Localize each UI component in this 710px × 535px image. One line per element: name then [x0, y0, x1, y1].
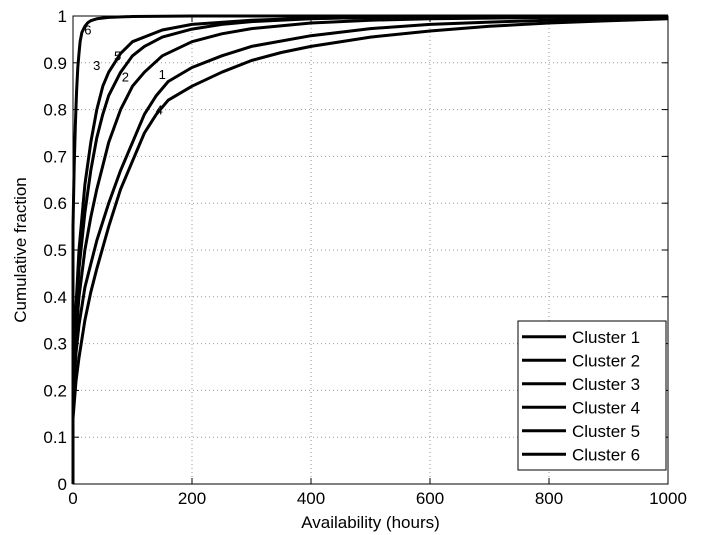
y-tick-label: 0.1: [43, 428, 67, 447]
series-line-cluster-4: [71, 17, 669, 484]
y-tick-label: 0.5: [43, 241, 67, 260]
series-line-cluster-5: [71, 14, 669, 484]
series-line-cluster-2: [71, 15, 669, 484]
y-axis-label: Cumulative fraction: [11, 177, 30, 323]
legend-entry: Cluster 5: [572, 422, 640, 441]
legend-box: [517, 320, 667, 471]
curve-label-cluster-6: 6: [84, 23, 91, 38]
x-tick-label: 200: [178, 489, 206, 508]
legend-entry: Cluster 3: [572, 375, 640, 394]
curve-label-cluster-4: 4: [156, 102, 163, 117]
series-line-cluster-1: [71, 16, 669, 484]
curve-label-cluster-2: 2: [122, 70, 129, 85]
curve-labels: 1 2 3 4 5 6: [84, 23, 166, 118]
y-tick-label: 0.2: [43, 381, 67, 400]
x-tick-label: 600: [416, 489, 444, 508]
legend-entry: Cluster 4: [572, 398, 640, 417]
y-tick-label: 0.3: [43, 335, 67, 354]
x-tick-label: 1000: [649, 489, 687, 508]
legend: Cluster 1 Cluster 2 Cluster 3 Cluster 4 Clus…: [517, 320, 667, 471]
curve-label-cluster-5: 5: [114, 48, 121, 63]
x-tick-label: 800: [535, 489, 563, 508]
legend-entry: Cluster 6: [572, 445, 640, 464]
y-tick-label: 1: [58, 7, 67, 26]
y-tick-label: 0.9: [43, 54, 67, 73]
curve-label-cluster-1: 1: [159, 67, 166, 82]
legend-entry: Cluster 1: [572, 328, 640, 347]
x-tick-label: 400: [297, 489, 325, 508]
y-tick-label: 0.8: [43, 101, 67, 120]
legend-entry: Cluster 2: [572, 351, 640, 370]
x-tick-label: 0: [68, 489, 77, 508]
axis-ticks: 0 200 400 600 800 1000 0 0.1 0.2 0.3 0.4 0.5 0.6 0.7 0…: [43, 7, 687, 508]
x-axis-label: Availability (hours): [301, 513, 440, 532]
y-tick-label: 0: [58, 475, 67, 494]
curve-label-cluster-3: 3: [93, 58, 100, 73]
y-tick-label: 0.6: [43, 194, 67, 213]
y-tick-label: 0.4: [43, 288, 67, 307]
y-tick-label: 0.7: [43, 147, 67, 166]
